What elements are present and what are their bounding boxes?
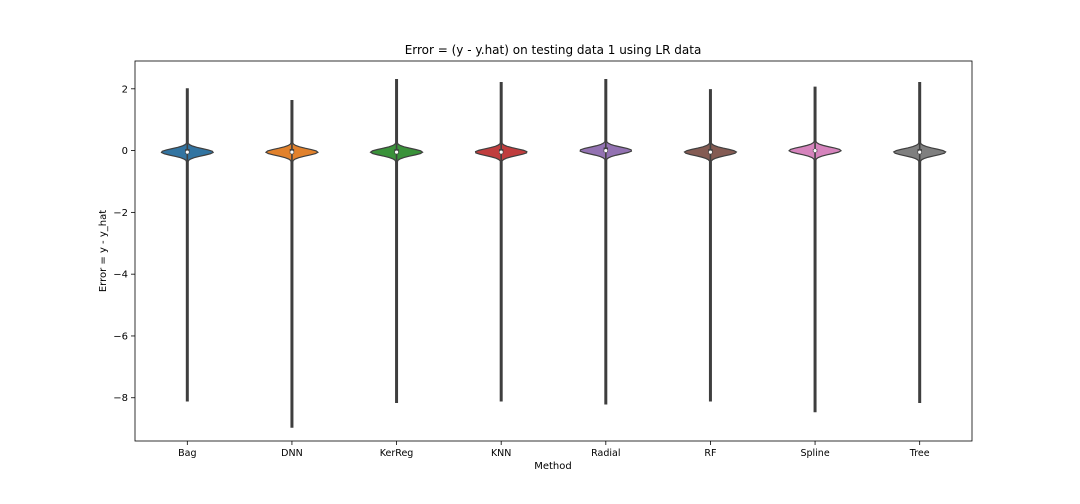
median-point-bag (185, 150, 189, 154)
y-tick-label: −6 (113, 331, 128, 342)
y-tick-label: −8 (113, 393, 128, 404)
median-point-radial (604, 148, 608, 153)
x-tick-label: Tree (909, 448, 930, 459)
x-tick-label: KerReg (380, 448, 414, 459)
x-tick-label: DNN (281, 448, 303, 459)
y-axis-label: Error = y - y_hat (98, 210, 109, 292)
median-point-tree (918, 150, 922, 154)
y-axis-ticks: 2 0 −2 −4 −6 −8 (113, 84, 135, 404)
median-point-spline (813, 148, 817, 153)
chart-title: Error = (y - y.hat) on testing data 1 us… (405, 43, 702, 57)
y-tick-label: −4 (113, 270, 128, 281)
median-point-knn (499, 150, 503, 154)
y-tick-label: 0 (122, 146, 128, 157)
median-point-rf (708, 150, 713, 154)
x-axis-label: Method (534, 461, 572, 472)
y-tick-label: 2 (122, 84, 128, 95)
median-point-kerreg (394, 150, 399, 154)
x-tick-label: Bag (178, 448, 196, 459)
median-point-dnn (290, 150, 294, 154)
plot-frame (134, 60, 973, 442)
x-tick-label: Spline (800, 448, 829, 459)
y-tick-label: −2 (113, 208, 128, 219)
x-axis-ticks: Bag DNN KerReg KNN Radial RF Spline Tree (178, 441, 930, 459)
violins (160, 78, 947, 428)
x-tick-label: Radial (591, 448, 620, 459)
x-tick-label: KNN (491, 448, 511, 459)
x-tick-label: RF (704, 448, 716, 459)
